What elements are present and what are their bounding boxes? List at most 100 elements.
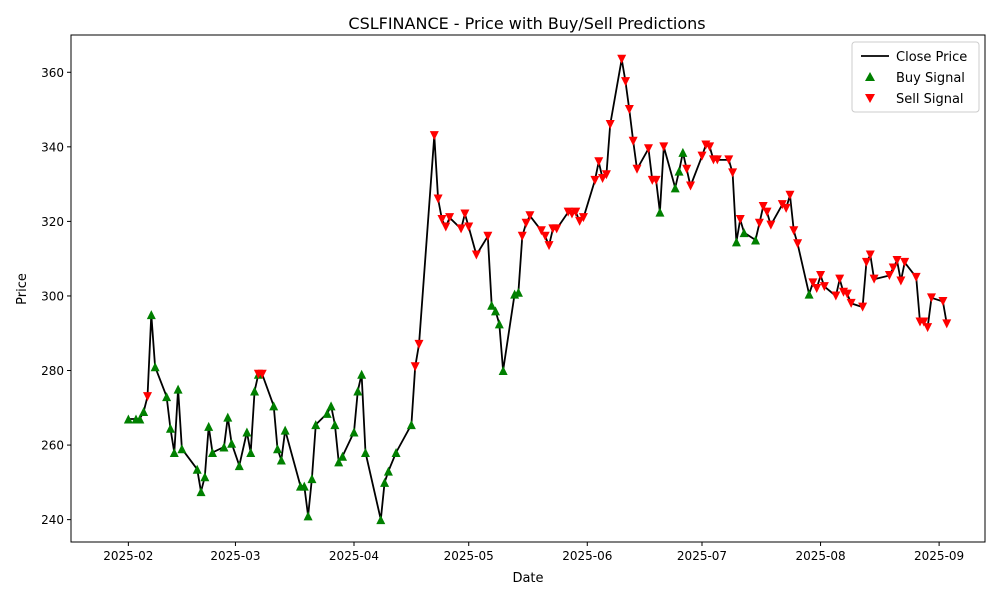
y-tick-label: 300 bbox=[41, 289, 64, 303]
sell-signal-marker bbox=[923, 323, 933, 333]
buy-signal-marker bbox=[357, 369, 367, 379]
sell-signal-marker bbox=[632, 164, 642, 174]
sell-signal-marker bbox=[758, 201, 768, 211]
buy-signal-marker bbox=[250, 386, 260, 396]
sell-signal-marker bbox=[942, 319, 952, 329]
sell-signal-marker bbox=[414, 339, 424, 349]
buy-signal-marker bbox=[234, 461, 244, 471]
sell-signal-marker bbox=[601, 170, 611, 180]
buy-signal-marker bbox=[322, 408, 332, 418]
sell-signal-marker bbox=[816, 270, 826, 280]
sell-signal-marker bbox=[819, 282, 829, 292]
buy-signal-marker bbox=[135, 414, 145, 424]
sell-signal-marker bbox=[621, 77, 631, 87]
sell-signal-marker bbox=[433, 194, 443, 204]
buy-signal-marker bbox=[804, 289, 814, 299]
legend-sell-signal-marker bbox=[865, 94, 875, 103]
buy-signal-marker bbox=[276, 455, 286, 465]
buy-signal-marker bbox=[380, 477, 390, 487]
y-tick-label: 360 bbox=[41, 66, 64, 80]
buy-signal-marker bbox=[391, 448, 401, 458]
x-tick-label: 2025-02 bbox=[103, 549, 153, 563]
sell-signal-marker bbox=[429, 131, 439, 141]
axes-background bbox=[71, 35, 985, 542]
buy-signal-marker bbox=[146, 310, 156, 320]
sell-signal-marker bbox=[724, 155, 734, 165]
sell-signal-marker bbox=[869, 274, 879, 284]
buy-signal-marker bbox=[498, 366, 508, 376]
y-tick-label: 320 bbox=[41, 215, 64, 229]
sell-signal-marker bbox=[735, 215, 745, 225]
chart-title: CSLFINANCE - Price with Buy/Sell Predict… bbox=[348, 14, 705, 33]
sell-signal-marker bbox=[861, 257, 871, 267]
buy-signal-marker bbox=[330, 420, 340, 430]
sell-signal-marker bbox=[789, 226, 799, 236]
x-tick-label: 2025-06 bbox=[562, 549, 612, 563]
sell-signal-marker bbox=[594, 157, 604, 167]
buy-signal-marker bbox=[162, 392, 172, 402]
buy-signal-marker bbox=[242, 427, 252, 437]
buy-signal-marker bbox=[731, 237, 741, 247]
buy-signal-marker bbox=[192, 464, 202, 474]
sell-signal-marker bbox=[525, 211, 535, 221]
buy-signal-marker bbox=[207, 448, 217, 458]
sell-signal-marker bbox=[590, 175, 600, 185]
sell-signal-marker bbox=[858, 302, 868, 312]
buy-signal-marker bbox=[303, 511, 313, 521]
sell-signal-marker bbox=[754, 218, 764, 228]
sell-signal-marker bbox=[682, 164, 692, 174]
sell-signal-marker bbox=[571, 207, 581, 217]
sell-signal-marker bbox=[643, 144, 653, 154]
sell-signal-marker bbox=[651, 175, 661, 185]
sell-signal-marker bbox=[835, 274, 845, 284]
sell-signal-marker bbox=[911, 272, 921, 282]
sell-signal-marker bbox=[441, 222, 451, 232]
sell-signal-marker bbox=[762, 207, 772, 217]
sell-signal-marker bbox=[483, 231, 493, 241]
sell-signal-marker bbox=[617, 54, 627, 64]
buy-signal-marker bbox=[123, 414, 133, 424]
sell-signal-marker bbox=[598, 174, 608, 184]
buy-signal-marker bbox=[751, 235, 761, 245]
buy-signal-marker bbox=[349, 427, 359, 437]
plot-area: 2025-02 2025-03 2025-04 2025-05 2025-06 2025-… bbox=[41, 34, 986, 563]
y-axis-ticks: 240 260 280 300 320 340 360 bbox=[41, 66, 71, 527]
sell-signal-marker bbox=[257, 369, 267, 379]
legend-label-sell-signal: Sell Signal bbox=[896, 92, 964, 107]
y-tick-label: 240 bbox=[41, 513, 64, 527]
buy-signal-marker bbox=[169, 448, 179, 458]
buy-signal-marker bbox=[269, 401, 279, 411]
x-tick-label: 2025-08 bbox=[795, 549, 845, 563]
buy-signal-marker bbox=[223, 412, 233, 422]
x-tick-label: 2025-03 bbox=[210, 549, 260, 563]
sell-signal-marker bbox=[456, 224, 466, 234]
sell-signal-marker bbox=[766, 220, 776, 230]
sell-signal-marker bbox=[471, 250, 481, 260]
buy-signal-marker bbox=[173, 384, 183, 394]
sell-signal-marker bbox=[888, 263, 898, 273]
buy-signal-marker bbox=[280, 425, 290, 435]
sell-signal-marker bbox=[846, 298, 856, 308]
buy-signal-marker bbox=[494, 319, 504, 329]
sell-signal-marker bbox=[697, 151, 707, 161]
sell-signal-marker bbox=[659, 142, 669, 152]
sell-signal-marker bbox=[938, 297, 948, 307]
sell-signal-marker bbox=[410, 362, 420, 372]
sell-signal-marker bbox=[536, 226, 546, 236]
sell-signal-marker bbox=[437, 215, 447, 225]
buy-signal-marker bbox=[383, 466, 393, 476]
x-tick-label: 2025-09 bbox=[914, 549, 964, 563]
buy-signal-marker bbox=[739, 228, 749, 238]
sell-signal-marker bbox=[578, 213, 588, 223]
sell-signal-marker bbox=[900, 257, 910, 267]
buy-signal-marker bbox=[177, 444, 187, 454]
buy-signal-marker bbox=[376, 515, 386, 525]
sell-signal-marker bbox=[575, 216, 585, 226]
sell-signal-marker bbox=[884, 270, 894, 280]
legend-label-buy-signal: Buy Signal bbox=[896, 71, 965, 86]
x-axis-label: Date bbox=[512, 571, 543, 586]
buy-signal-marker bbox=[674, 166, 684, 176]
sell-signal-marker bbox=[892, 256, 902, 266]
x-axis-ticks: 2025-02 2025-03 2025-04 2025-05 2025-06 2025-… bbox=[103, 542, 964, 563]
buy-signal-marker bbox=[204, 421, 214, 431]
